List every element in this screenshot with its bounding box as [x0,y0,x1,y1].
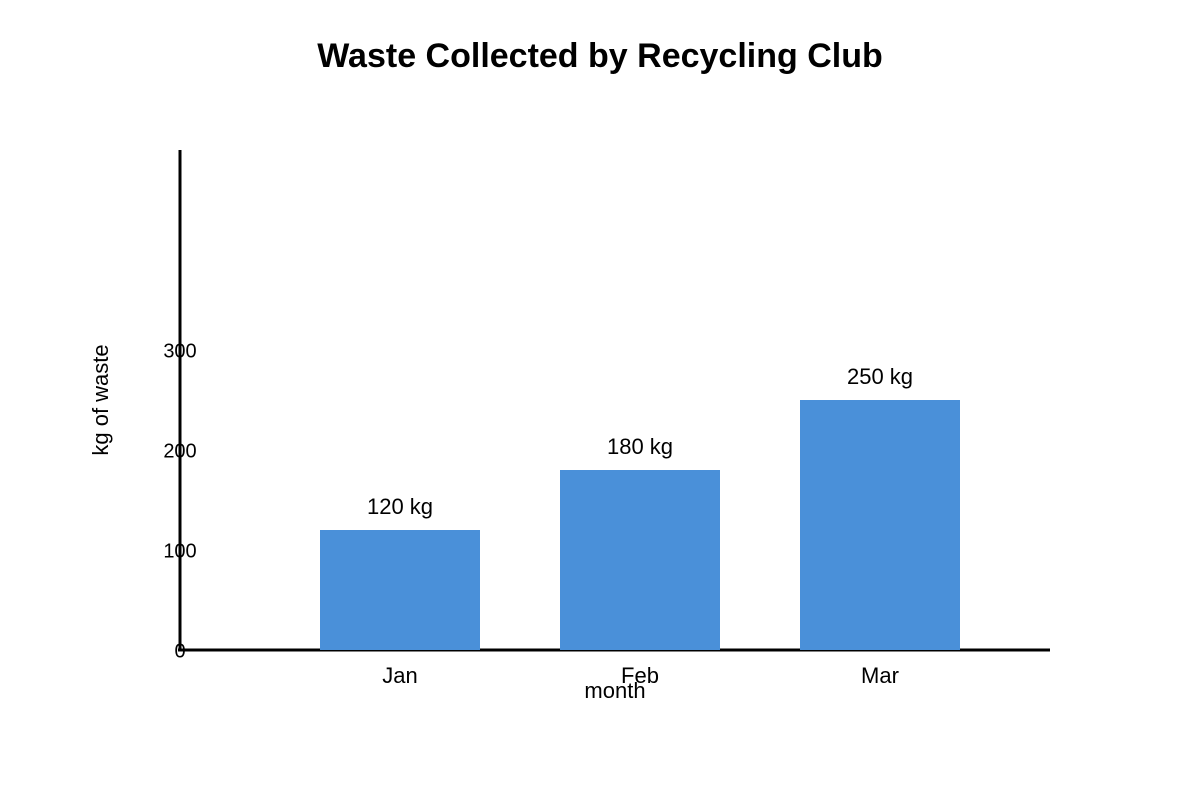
x-tick-label: Jan [382,663,417,688]
y-tick-label: 200 [163,440,196,462]
y-axis-label: kg of waste [88,344,113,455]
chart-title: Waste Collected by Recycling Club [317,37,883,75]
y-tick-label: 0 [174,640,185,662]
data-label: 250 kg [847,364,913,389]
bar [800,400,960,650]
data-label: 120 kg [367,494,433,519]
x-axis-label: month [584,678,645,703]
x-tick-label: Mar [861,663,899,688]
y-tick-label: 100 [163,540,196,562]
x-tick-label: Feb [621,663,659,688]
y-tick-label: 300 [163,340,196,362]
bar [320,530,480,650]
bar [560,470,720,650]
data-label: 180 kg [607,434,673,459]
